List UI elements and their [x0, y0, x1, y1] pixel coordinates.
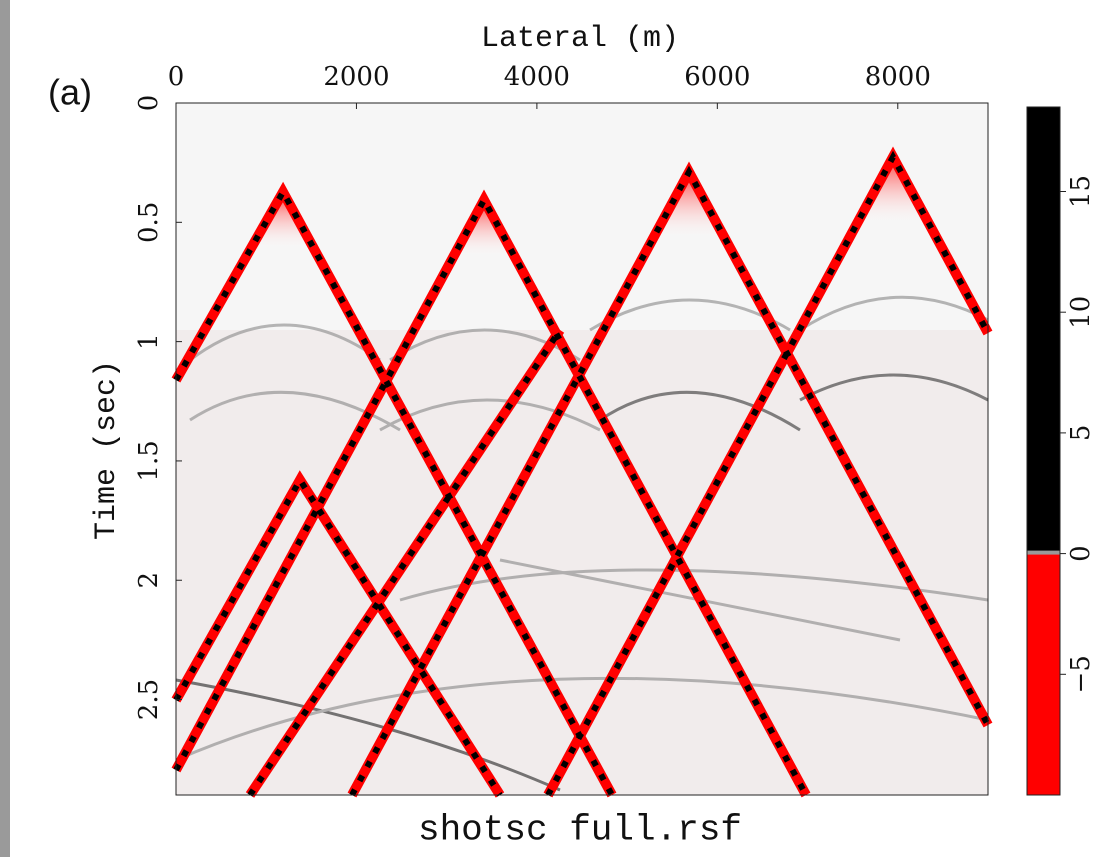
plot-frame [175, 102, 989, 796]
panel-label: (a) [48, 72, 92, 113]
x-tick-label: 8000 [865, 62, 931, 92]
chart-title: shotsc full.rsf [418, 810, 742, 851]
colorbar-negative [1027, 553, 1060, 795]
colorbar-positive [1027, 107, 1060, 554]
seismic-image [171, 103, 993, 798]
x-tick-label: 4000 [504, 62, 570, 92]
colorbar-frame [1026, 106, 1061, 796]
x-tick-label: 6000 [684, 62, 750, 92]
image-noise [176, 330, 988, 795]
y-tick-label: 1.5 [134, 440, 164, 481]
x-axis-label: Lateral (m) [481, 22, 679, 56]
colorbar-zero [1027, 550, 1060, 555]
window-edge [0, 0, 10, 857]
colorbar-tick-label: 0 [1066, 545, 1096, 562]
colorbar-tick-label: 15 [1066, 175, 1096, 208]
colorbar-tick-label: 5 [1066, 425, 1096, 442]
y-tick-label: 0.5 [134, 202, 164, 243]
y-tick-label: 0 [134, 95, 164, 112]
x-tick-label: 2000 [323, 62, 389, 92]
x-tick-label: 0 [168, 62, 185, 92]
y-tick-label: 1 [134, 333, 164, 350]
direct-wave-fade [250, 157, 926, 258]
y-tick-label: 2 [134, 572, 164, 589]
colorbar-tick-label: 10 [1066, 296, 1096, 329]
y-tick-label: 2.5 [134, 679, 164, 720]
y-axis-label: Time (sec) [90, 360, 124, 540]
direct-waves-dark [173, 150, 991, 797]
colorbar-tick-label: −5 [1066, 655, 1096, 693]
